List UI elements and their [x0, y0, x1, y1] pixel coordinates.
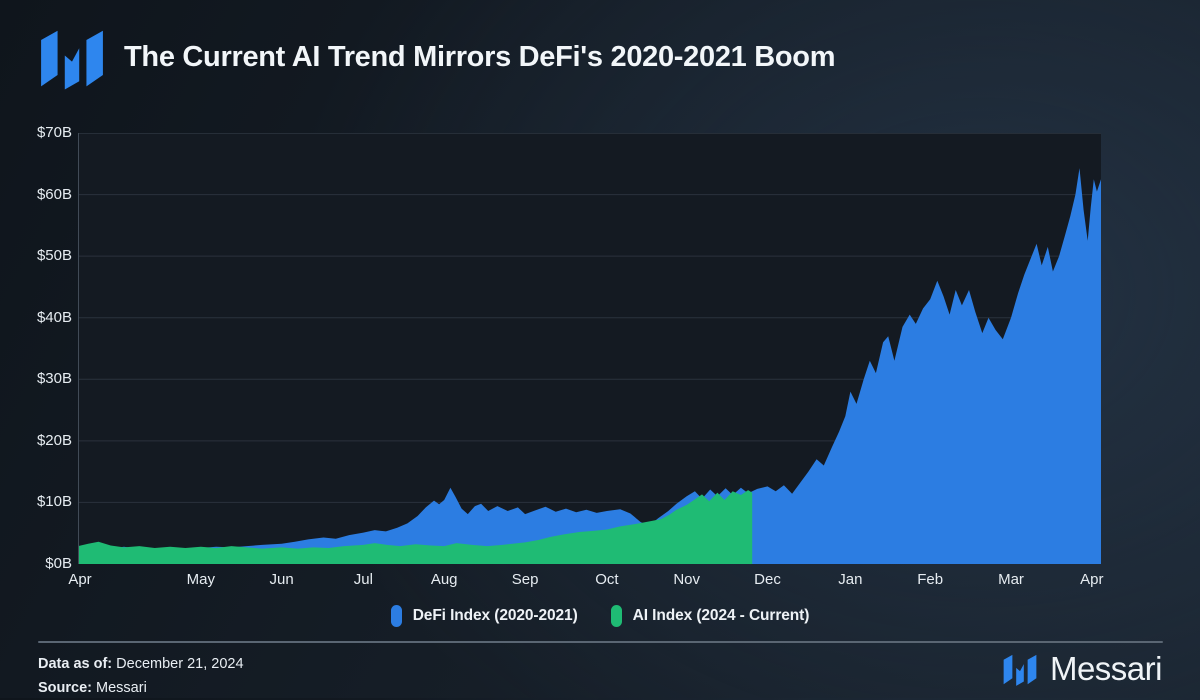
y-tick-label: $30B	[36, 370, 72, 388]
x-tick-label: Apr	[1080, 571, 1104, 588]
x-tick-label: Jul	[353, 571, 373, 588]
chart-legend: DeFi Index (2020-2021) AI Index (2024 - C…	[0, 605, 1200, 627]
y-axis-labels: $0B $10B $20B $30B $40B $50B $60B $70B	[0, 124, 72, 572]
series-area-ai	[78, 490, 753, 564]
data-as-of-value: December 21, 2024	[116, 656, 244, 672]
legend-item-ai: AI Index (2024 - Current)	[610, 605, 810, 627]
y-tick-label: $40B	[36, 308, 72, 326]
data-as-of-line: Data as of: December 21, 2024	[38, 652, 244, 676]
x-tick-label: Mar	[998, 571, 1024, 588]
series-area-defi	[78, 168, 1101, 564]
x-tick-label: Nov	[673, 571, 701, 588]
y-tick-label: $0B	[45, 555, 72, 572]
x-tick-label: Aug	[430, 571, 458, 588]
x-tick-label: May	[186, 571, 215, 588]
legend-swatch-icon	[390, 605, 402, 627]
brand-wordmark: Messari	[1049, 650, 1163, 687]
legend-label: DeFi Index (2020-2021)	[412, 607, 578, 624]
legend-swatch-icon	[610, 605, 622, 627]
x-tick-label: Dec	[754, 571, 781, 588]
x-tick-label: Sep	[511, 571, 539, 588]
source-value: Messari	[96, 680, 147, 696]
legend-item-defi: DeFi Index (2020-2021)	[390, 605, 578, 627]
source-label: Source:	[38, 680, 92, 696]
header: The Current AI Trend Mirrors DeFi's 2020…	[38, 25, 836, 90]
chart-title: The Current AI Trend Mirrors DeFi's 2020…	[124, 41, 836, 73]
footer-meta: Data as of: December 21, 2024 Source: Me…	[38, 652, 244, 700]
source-line: Source: Messari	[38, 676, 244, 700]
y-tick-label: $50B	[36, 247, 72, 265]
legend-label: AI Index (2024 - Current)	[632, 607, 810, 624]
footer-divider	[38, 641, 1163, 643]
y-tick-label: $60B	[36, 185, 72, 203]
data-as-of-label: Data as of:	[38, 656, 113, 672]
x-tick-label: Jun	[269, 571, 294, 588]
y-tick-label: $70B	[36, 124, 72, 141]
x-tick-label: Feb	[917, 571, 944, 588]
area-chart	[78, 133, 1101, 564]
x-tick-label: Jan	[838, 571, 863, 588]
messari-logo-icon	[1002, 652, 1038, 686]
x-tick-label: Apr	[68, 571, 92, 588]
footer-brand: Messari	[1002, 650, 1163, 688]
y-tick-label: $10B	[36, 493, 72, 511]
plot-area	[78, 133, 1101, 564]
x-axis-labels: Apr May Jun Jul Aug Sep Oct Nov Dec Jan Feb Mar Apr	[68, 571, 1104, 591]
y-tick-label: $20B	[36, 431, 72, 449]
x-tick-label: Oct	[595, 571, 619, 588]
messari-logo-icon	[38, 25, 106, 90]
